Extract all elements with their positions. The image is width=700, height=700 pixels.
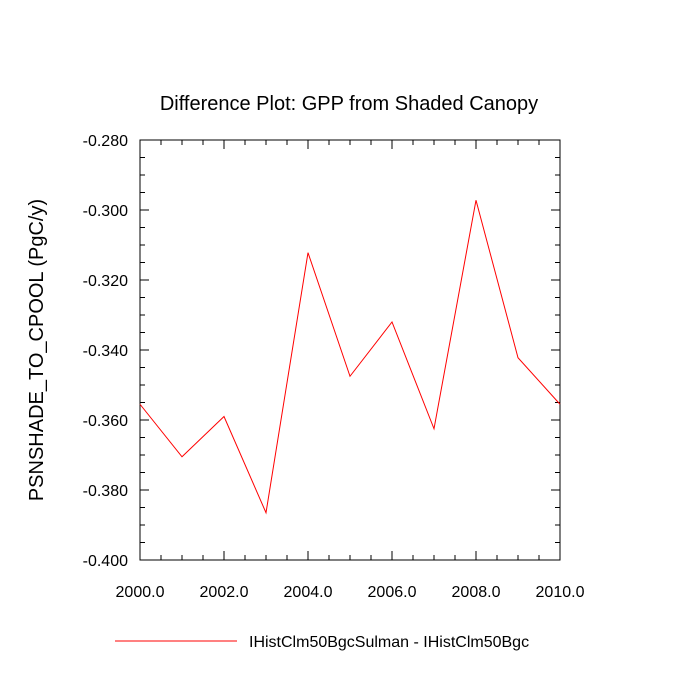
x-tick-label: 2002.0: [200, 584, 249, 601]
x-tick-label: 2000.0: [116, 584, 165, 601]
y-tick-label: -0.280: [83, 133, 128, 150]
series-layer: [139, 200, 561, 515]
y-axis-label: PSNSHADE_TO_CPOOL (PgC/y): [26, 199, 48, 501]
chart-title: Difference Plot: GPP from Shaded Canopy: [160, 93, 538, 115]
y-tick-label: -0.360: [83, 413, 128, 430]
x-tick-label: 2008.0: [452, 584, 501, 601]
y-tick-label: -0.300: [83, 203, 128, 220]
ticks-layer: 2000.0 2002.0 2004.0 2006.0 2008.0 2010.0 -0.4…: [83, 133, 585, 601]
y-tick-label: -0.320: [83, 273, 128, 290]
y-tick-label: -0.340: [83, 343, 128, 360]
x-tick-label: 2006.0: [368, 584, 417, 601]
y-tick-label: -0.400: [83, 553, 128, 570]
x-tick-label: 2010.0: [536, 584, 585, 601]
plot-frame: [139, 139, 561, 561]
legend: IHistClm50BgcSulman - IHistClm50Bgc: [115, 634, 529, 651]
series-line: [139, 200, 561, 515]
x-tick-label: 2004.0: [284, 584, 333, 601]
legend-label: IHistClm50BgcSulman - IHistClm50Bgc: [249, 634, 529, 651]
y-tick-label: -0.380: [83, 483, 128, 500]
